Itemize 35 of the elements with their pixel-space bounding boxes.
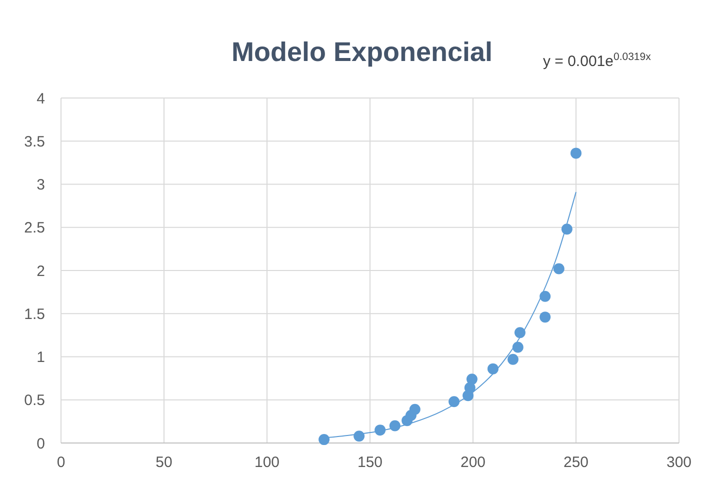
y-tick-label: 2.5 [24,220,45,237]
chart-title: Modelo Exponencial [231,37,493,67]
point [354,430,365,442]
y-tick-label: 3 [36,176,45,194]
x-tick-label: 250 [563,454,589,471]
x-tick-label: 150 [357,454,383,471]
point [570,148,582,159]
x-tick-label: 100 [254,454,280,471]
point [540,290,551,302]
point [389,420,400,432]
point [507,354,518,365]
point [318,434,330,446]
x-tick-label: 200 [460,454,486,471]
y-tick-label: 2 [36,262,45,280]
y-tick-label: 0.5 [24,392,45,410]
point [561,224,572,235]
x-tick-label: 50 [156,454,172,471]
point [464,382,476,394]
point [466,374,478,385]
y-tick-label: 1.5 [24,306,45,323]
y-tick-label: 0 [36,435,45,452]
point [487,363,498,374]
y-tick-label: 1 [36,349,45,366]
x-tick-label: 300 [666,454,692,471]
point [448,396,460,408]
point [409,404,420,415]
y-tick-label: 3.5 [24,133,45,150]
text: y = 0.001e$^{0.0319x}$ [543,51,652,70]
point [553,263,564,274]
x-tick-label: 0 [56,454,66,471]
point [540,312,551,323]
point [374,424,386,436]
point [514,327,526,338]
y-tick-label: 4 [36,90,45,108]
point [512,342,524,353]
